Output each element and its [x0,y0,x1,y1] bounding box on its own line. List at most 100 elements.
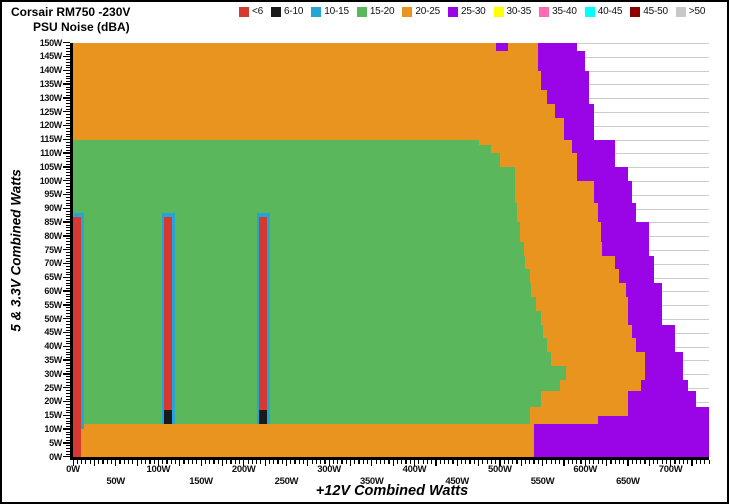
y-tick-major [63,442,70,444]
x-tick-label: 650W [616,476,640,487]
x-tick-major [520,460,522,466]
x-tick-minor [311,460,313,464]
measurement-stripe [73,216,82,457]
x-tick-minor [465,460,467,464]
x-tick-minor [653,460,655,464]
x-tick-minor [554,460,557,464]
x-tick-minor [537,460,539,464]
y-tick-minor [66,92,70,94]
y-tick-minor [66,241,70,243]
x-tick-major [584,460,586,466]
y-tick-label: 70W [44,258,62,269]
y-tick-label: 35W [44,354,62,365]
heatmap-band-segment [491,145,573,154]
heatmap-band-segment [555,103,594,118]
heatmap-band-segment [73,379,560,391]
x-tick-label: 350W [359,476,384,487]
x-tick-minor [302,460,305,464]
y-tick-minor [66,279,70,281]
y-tick-major [63,207,70,209]
heatmap-band-segment [73,117,564,140]
y-tick-label: 20W [44,396,62,407]
legend-swatch-icon [493,6,504,17]
x-tick-minor [226,460,228,464]
y-tick-major [63,373,70,375]
y-tick-minor [66,301,70,303]
x-tick-minor [298,460,300,464]
y-tick-minor [66,340,70,342]
x-tick-minor [81,460,83,464]
x-tick-minor [76,460,78,464]
x-tick-minor [187,460,189,464]
heatmap-band-segment [535,296,628,311]
x-tick-major [221,460,224,466]
x-tick-minor [661,460,663,464]
x-tick-minor [695,460,697,464]
y-tick-minor [66,266,70,268]
x-tick-minor [559,460,561,464]
y-tick-minor [66,368,70,370]
legend-swatch-icon [675,6,686,17]
x-tick-minor [448,460,450,464]
y-tick-minor [66,197,70,199]
legend-label: 40-45 [597,6,623,17]
heatmap-band-segment [73,241,524,256]
y-tick-minor [66,227,70,229]
heatmap-band-segment [508,43,539,52]
legend-item: 30-35 [493,6,531,17]
y-tick-label: 105W [39,161,63,172]
y-tick-minor [66,158,70,160]
y-tick-major [63,166,70,168]
x-tick-minor [213,460,215,464]
y-tick-minor [66,108,70,110]
heatmap-band-segment [520,222,601,242]
x-tick-minor [106,460,108,464]
x-tick-minor [533,460,535,464]
x-tick-minor [174,460,177,464]
x-tick-minor [422,460,424,464]
x-tick-minor [469,460,471,464]
x-tick-minor [618,460,621,464]
y-tick-minor [66,370,70,372]
y-tick-minor [66,48,70,50]
heatmap-band-segment [559,379,641,391]
y-tick-minor [66,155,70,157]
heatmap-band-segment [540,310,628,325]
y-tick-minor [66,177,70,179]
y-tick-minor [66,255,70,257]
x-tick-minor [401,460,403,464]
x-tick-minor [98,460,100,464]
x-tick-minor [132,460,134,464]
y-tick-minor [66,100,70,102]
y-tick-minor [66,260,70,262]
legend-swatch-icon [239,6,249,17]
y-tick-label: 85W [44,216,62,227]
x-tick-major [606,460,608,466]
x-tick-minor [687,460,689,464]
y-tick-minor [66,186,70,188]
x-tick-minor [546,460,548,464]
y-tick-minor [66,232,70,234]
x-tick-minor [384,460,386,464]
x-tick-major [542,460,544,466]
y-tick-minor [66,161,70,163]
x-tick-minor [431,460,433,464]
legend-swatch-icon [630,6,641,17]
x-tick-minor [260,460,262,464]
heatmap-band-segment [540,70,590,90]
y-tick-minor [66,105,70,107]
x-tick-major [349,460,352,466]
y-tick-label: 60W [44,285,62,296]
y-tick-minor [66,343,70,345]
heatmap-band-segment [73,365,567,380]
heatmap-band-segment [516,203,598,223]
plot-area [73,43,709,457]
heatmap-band-segment [644,365,684,380]
legend-label: 45-50 [643,6,668,17]
x-tick-minor [204,460,206,464]
legend-item: 10-15 [311,6,349,17]
x-tick-minor [567,460,569,464]
heatmap-band-segment [73,310,541,325]
heatmap-band-segment [515,167,577,181]
x-tick-minor [268,460,271,464]
